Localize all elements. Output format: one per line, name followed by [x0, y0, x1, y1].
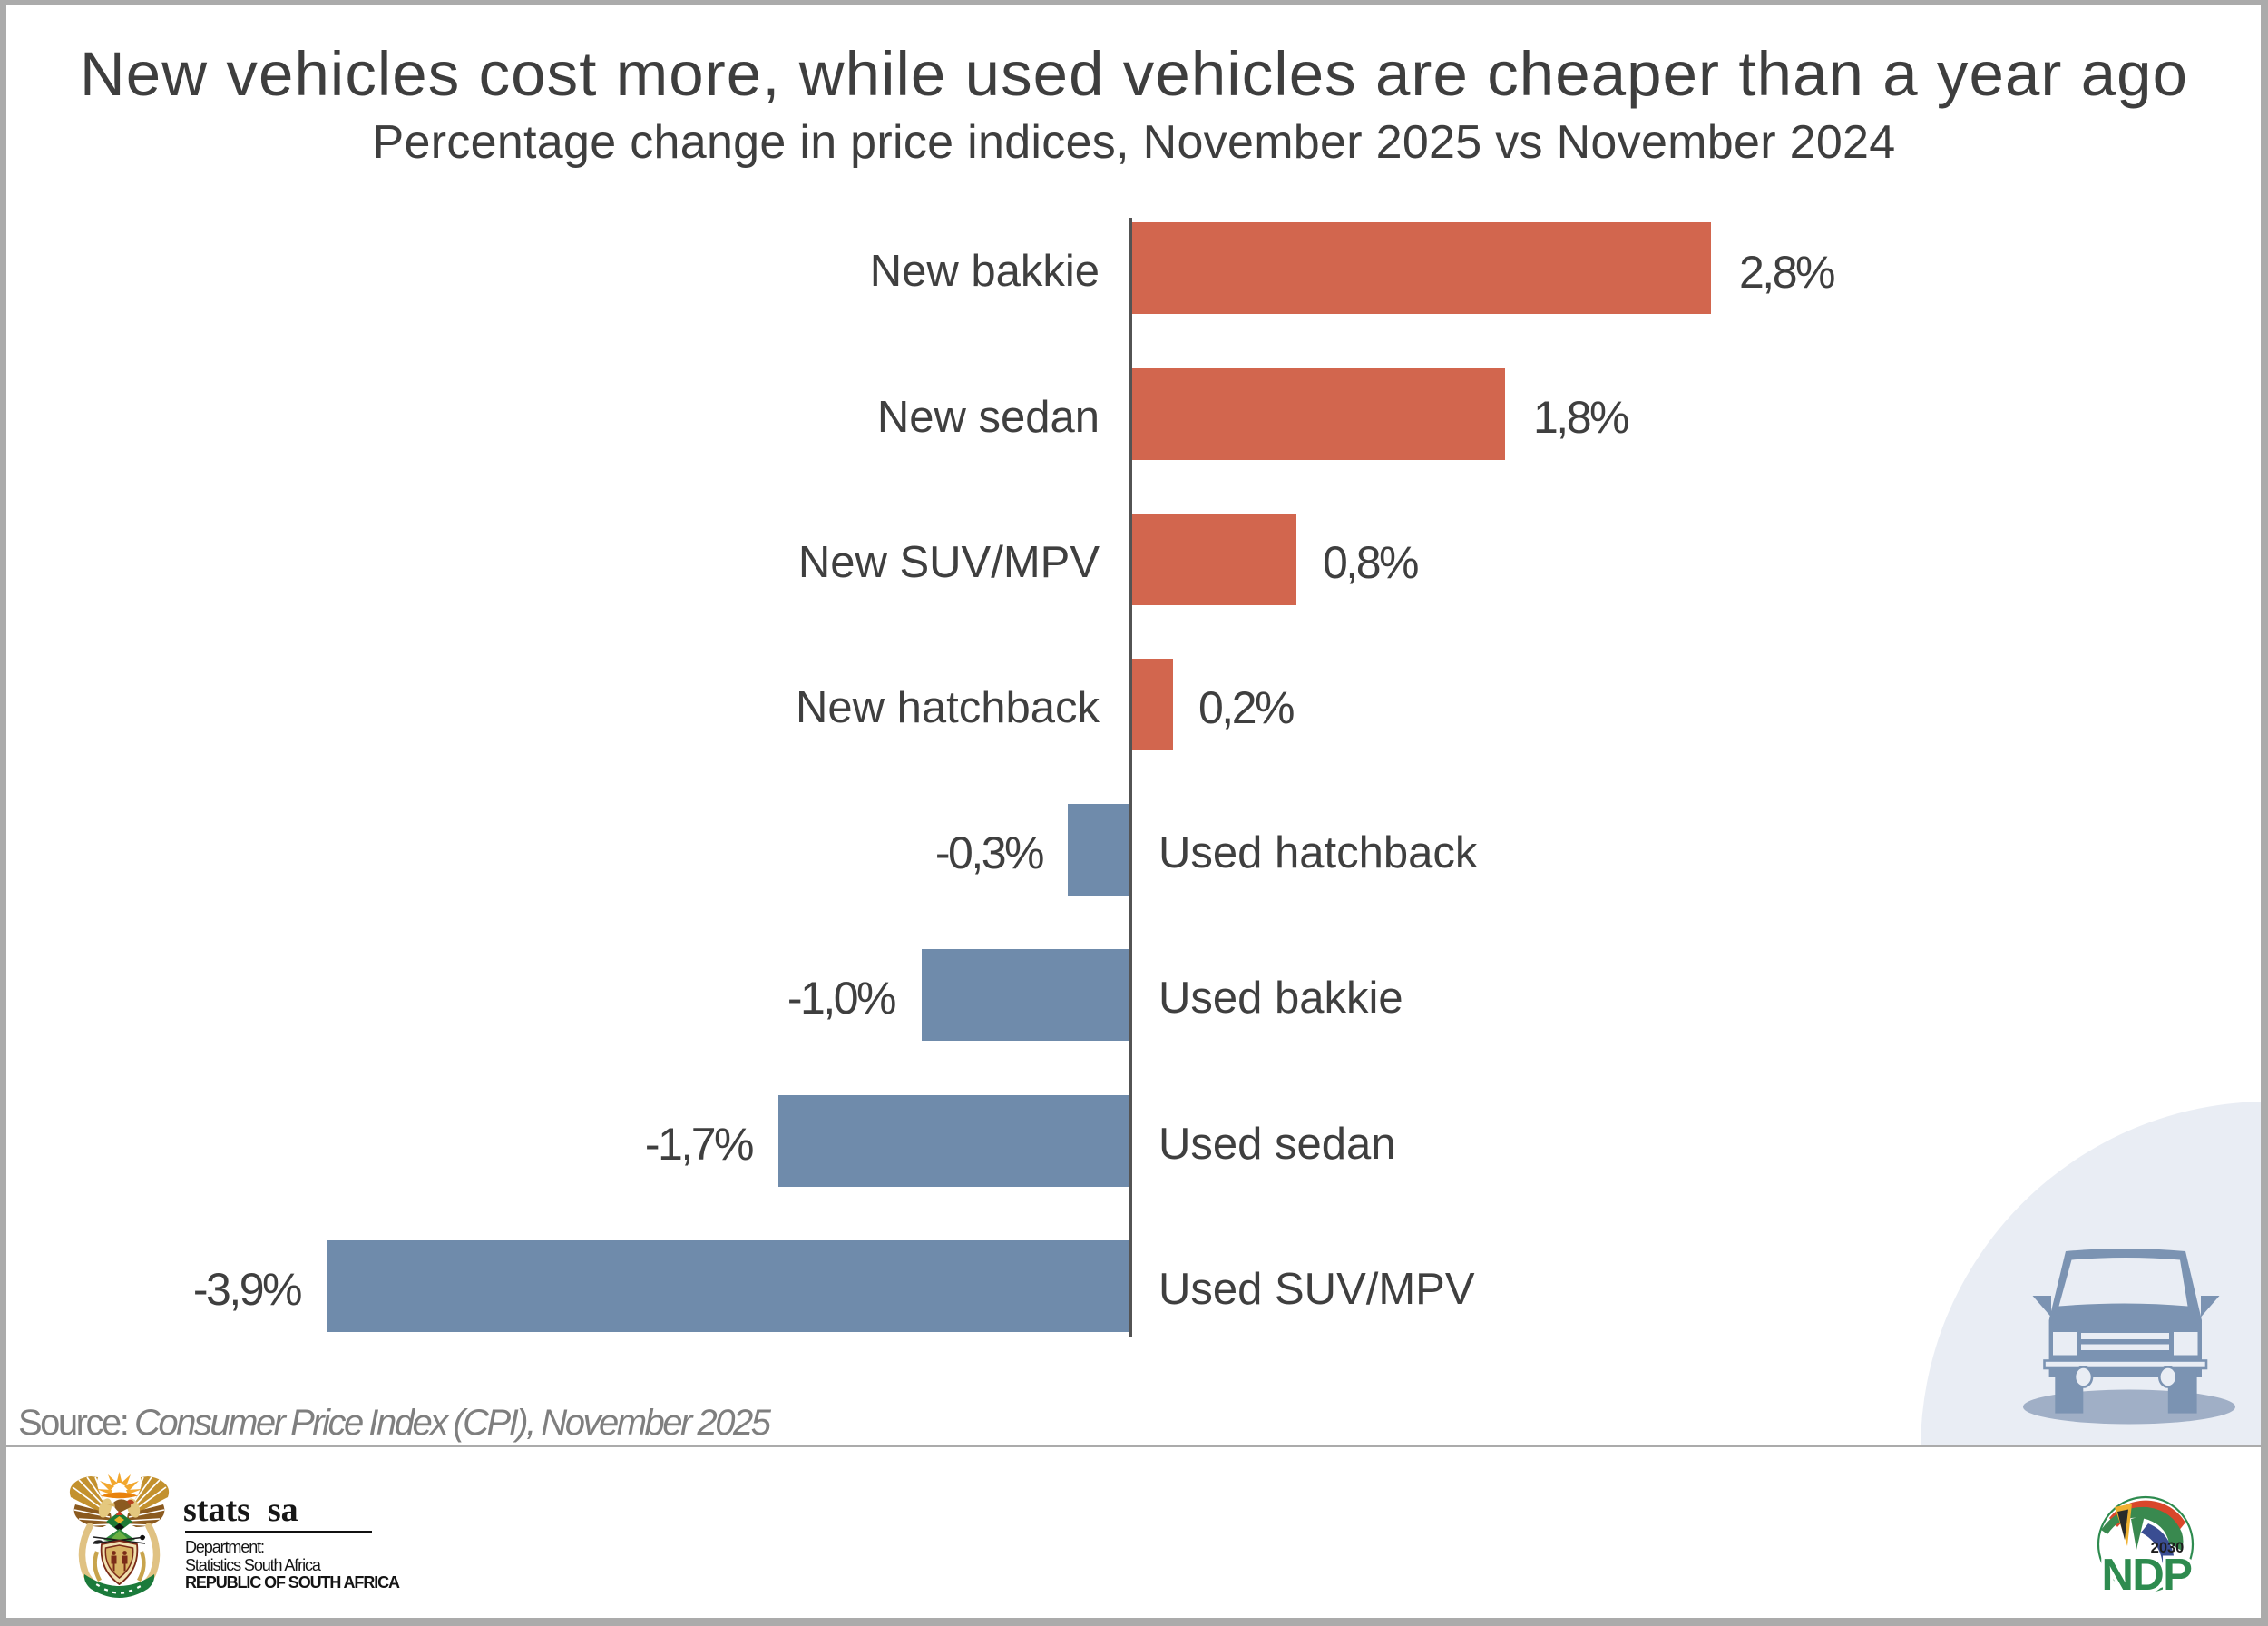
svg-text:2030: 2030	[2151, 1540, 2185, 1556]
svg-text:NDP: NDP	[2102, 1551, 2193, 1597]
